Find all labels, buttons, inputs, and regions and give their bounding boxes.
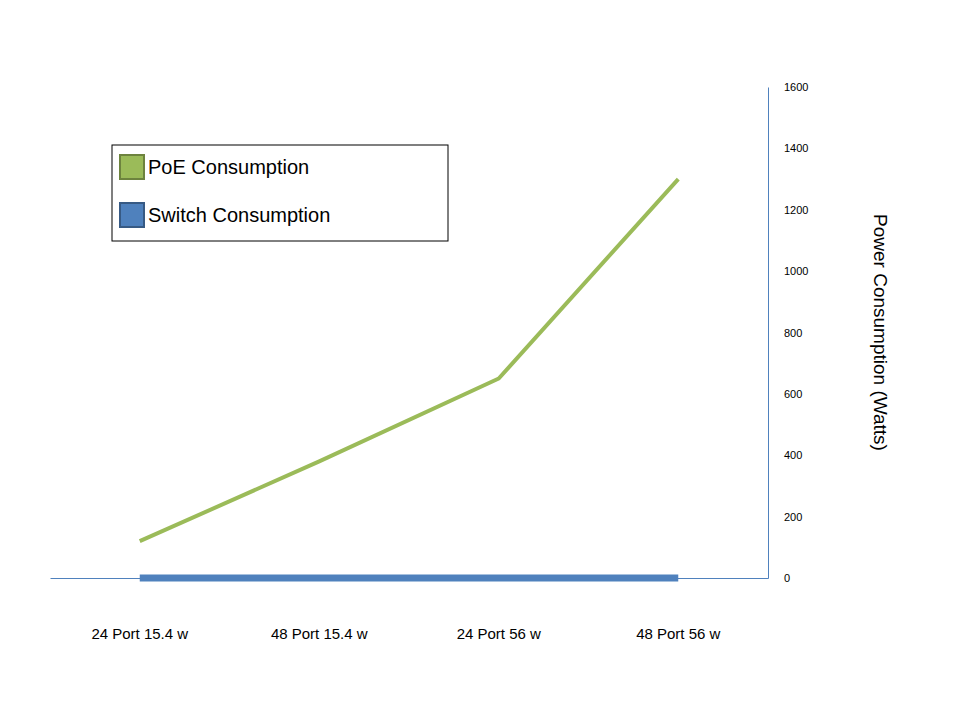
x-tick-label: 24 Port 56 w <box>457 625 541 642</box>
y-tick-label: 1200 <box>784 204 808 216</box>
x-tick: 24 Port 56 w <box>457 578 541 642</box>
y-tick-label: 1400 <box>784 142 808 154</box>
y-tick: 0 <box>768 572 790 584</box>
legend-swatch <box>120 155 144 179</box>
y-tick-label: 600 <box>784 388 802 400</box>
y-tick-label: 1000 <box>784 265 808 277</box>
x-axis: 24 Port 15.4 w 48 Port 15.4 w 24 Port 56 w… <box>51 578 769 642</box>
chart: 24 Port 15.4 w 48 Port 15.4 w 24 Port 56 w… <box>0 0 960 720</box>
y-axis: 0 200 400 600 800 1000 1200 1400 1600 <box>768 81 808 584</box>
legend-swatch <box>120 203 144 227</box>
x-tick-label: 24 Port 15.4 w <box>91 625 188 642</box>
legend-label: PoE Consumption <box>148 156 309 178</box>
x-tick: 48 Port 56 w <box>636 578 720 642</box>
series-line <box>140 575 679 582</box>
legend: PoE Consumption Switch Consumption <box>112 145 448 241</box>
y-tick-label: 800 <box>784 327 802 339</box>
y-tick-label: 0 <box>784 572 790 584</box>
plot: 24 Port 15.4 w 48 Port 15.4 w 24 Port 56 w… <box>51 81 809 642</box>
y-tick: 600 <box>768 388 802 400</box>
x-tick-label: 48 Port 56 w <box>636 625 720 642</box>
y-tick: 800 <box>768 327 802 339</box>
y-tick: 200 <box>768 511 802 523</box>
legend-frame <box>112 145 448 241</box>
x-axis-line <box>51 578 769 579</box>
x-tick: 24 Port 15.4 w <box>91 578 188 642</box>
y-tick-label: 400 <box>784 449 802 461</box>
y-tick-label: 200 <box>784 511 802 523</box>
y-tick: 400 <box>768 449 802 461</box>
y-tick: 1400 <box>768 142 808 154</box>
legend-label: Switch Consumption <box>148 204 330 226</box>
x-tick: 48 Port 15.4 w <box>271 578 368 642</box>
y-tick-label: 1600 <box>784 81 808 93</box>
y-tick: 1000 <box>768 265 808 277</box>
y-axis-title: Power Consumption (Watts) <box>870 214 891 451</box>
x-tick-label: 48 Port 15.4 w <box>271 625 368 642</box>
y-tick: 1200 <box>768 204 808 216</box>
y-tick: 1600 <box>768 81 808 93</box>
y-axis-line <box>768 88 769 579</box>
